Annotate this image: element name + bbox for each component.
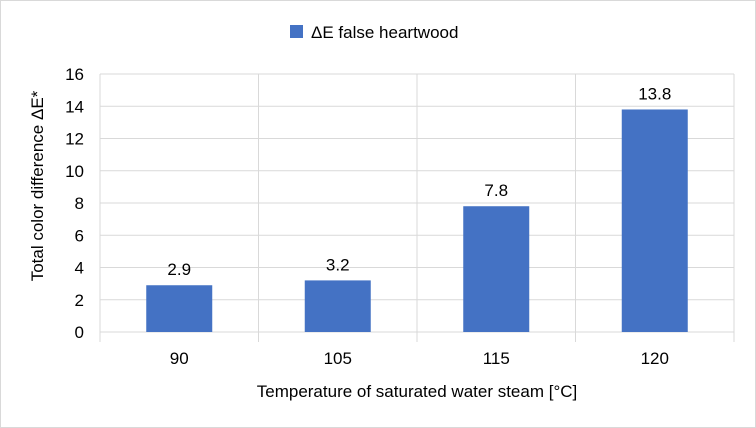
bar — [146, 285, 213, 332]
y-tick-label: 0 — [75, 323, 84, 342]
bar-data-label: 3.2 — [326, 255, 350, 274]
bar — [621, 109, 688, 332]
bar — [463, 206, 530, 332]
y-tick-label: 12 — [65, 130, 84, 149]
bar-data-label: 2.9 — [167, 260, 191, 279]
x-tick-label: 105 — [324, 349, 352, 368]
y-tick-label: 16 — [65, 65, 84, 84]
legend-swatch — [290, 25, 303, 38]
y-tick-label: 6 — [75, 226, 84, 245]
bar-data-label: 13.8 — [638, 84, 671, 103]
x-tick-label: 115 — [483, 349, 510, 368]
y-tick-label: 8 — [75, 194, 84, 213]
x-tick-label: 90 — [170, 349, 189, 368]
gridlines — [99, 73, 735, 342]
legend-label: ΔE false heartwood — [311, 23, 458, 42]
y-axis-title: Total color difference ΔE* — [28, 90, 47, 281]
data-labels: 2.9 3.2 7.8 13.8 — [167, 84, 671, 279]
y-tick-label: 10 — [65, 162, 84, 181]
x-axis-ticks: 90 105 115 120 — [170, 349, 669, 368]
y-tick-label: 14 — [65, 97, 84, 116]
x-tick-label: 120 — [641, 349, 669, 368]
bar-data-label: 7.8 — [484, 181, 508, 200]
bars — [146, 109, 688, 332]
legend: ΔE false heartwood — [290, 23, 458, 42]
y-tick-label: 4 — [75, 259, 84, 278]
bar — [304, 280, 371, 332]
y-tick-label: 2 — [75, 291, 84, 310]
x-axis-title: Temperature of saturated water steam [°C… — [257, 382, 578, 401]
y-axis-ticks: 0 2 4 6 8 10 12 14 16 — [65, 65, 84, 342]
